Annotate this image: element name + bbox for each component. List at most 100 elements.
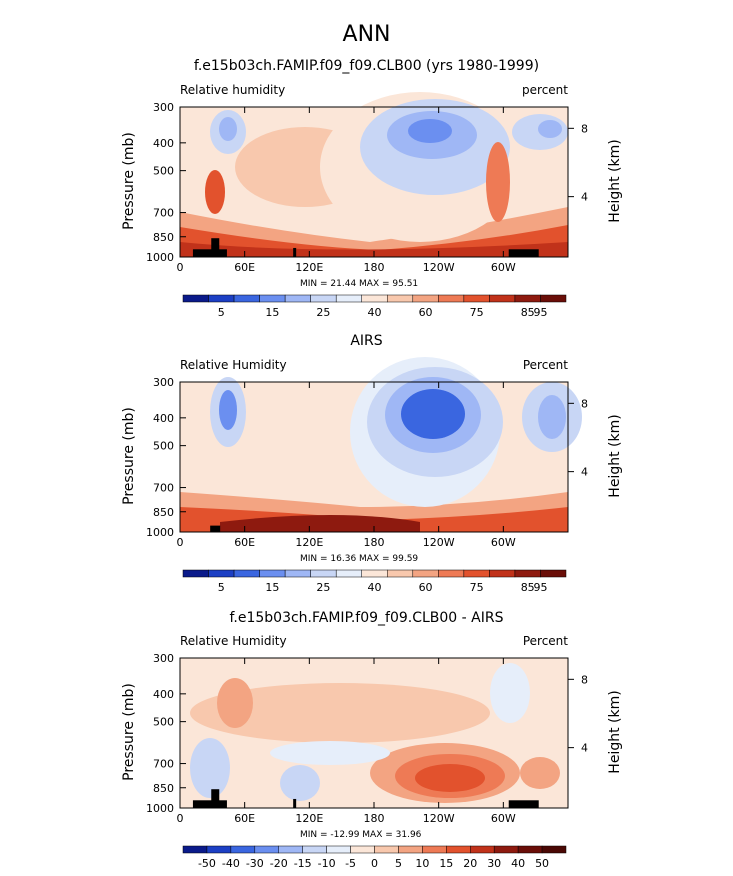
colorbar-swatch	[517, 845, 543, 854]
colorbar-swatch	[541, 845, 567, 854]
colorbar-swatch	[284, 294, 311, 303]
colorbar-swatch	[182, 845, 208, 854]
colorbar-label: 15	[439, 857, 453, 870]
terrain-mask	[210, 525, 221, 532]
left-label: Relative humidity	[180, 83, 286, 97]
colorbar-swatch	[335, 294, 362, 303]
colorbar: -50 -40 -30 -20 -15 -10 -5 0 5 10 15 20 30 40 50	[182, 845, 567, 870]
colorbar-label: -20	[270, 857, 288, 870]
colorbar-swatch	[233, 569, 260, 578]
y-tick-label: 500	[153, 716, 174, 729]
contour-plot: 0 60E 120E 180 120W 60W 300 400 500 700 850 1000 8 4	[146, 357, 588, 549]
colorbar-label: 75	[470, 581, 484, 594]
colorbar-swatch	[284, 569, 311, 578]
colorbar-swatch	[387, 569, 414, 578]
colorbar-label: 0	[371, 857, 378, 870]
x-tick-label: 120W	[423, 261, 455, 274]
y-tick-label: 700	[153, 482, 174, 495]
x-tick-label: 60W	[491, 261, 516, 274]
colorbar-swatch	[412, 569, 439, 578]
panel-title: AIRS	[350, 333, 383, 349]
y2-tick-label: 8	[581, 122, 588, 135]
colorbar-swatch	[361, 569, 388, 578]
y-tick-label: 400	[153, 688, 174, 701]
x-tick-label: 120W	[423, 812, 455, 825]
colorbar-swatch	[412, 294, 439, 303]
y2-axis-title: Height (km)	[607, 690, 623, 774]
colorbar-swatch	[310, 294, 337, 303]
colorbar-swatch	[259, 569, 286, 578]
colorbar-swatch	[514, 294, 541, 303]
dry-zone-core	[401, 389, 465, 439]
colorbar-swatch	[493, 845, 519, 854]
terrain-mask	[211, 238, 220, 257]
y2-axis-title: Height (km)	[607, 414, 623, 498]
right-label: Percent	[522, 634, 568, 648]
colorbar-swatch	[514, 569, 541, 578]
y-tick-label: 400	[153, 412, 174, 425]
y-tick-label: 500	[153, 440, 174, 453]
colorbar-swatch	[489, 294, 516, 303]
colorbar-swatch	[422, 845, 447, 854]
colorbar-swatch	[438, 569, 465, 578]
colorbar-label: 25	[316, 306, 330, 319]
colorbar-label: 50	[535, 857, 549, 870]
y2-tick-label: 8	[581, 397, 588, 410]
colorbar-label: 20	[463, 857, 477, 870]
min-max-stats: MIN = -12.99 MAX = 31.96	[300, 830, 422, 840]
x-tick-label: 60E	[234, 812, 255, 825]
colorbar-swatch	[374, 845, 399, 854]
right-label: percent	[522, 83, 568, 97]
y2-tick-label: 4	[581, 466, 588, 479]
dry-core-africa	[219, 117, 237, 141]
colorbar-label: 30	[487, 857, 501, 870]
colorbar-swatch	[230, 845, 256, 854]
colorbar-swatch	[182, 294, 209, 303]
colorbar-swatch	[398, 845, 423, 854]
y-axis-title: Pressure (mb)	[121, 132, 137, 230]
colorbar-label: -50	[198, 857, 216, 870]
min-max-stats: MIN = 16.36 MAX = 99.59	[300, 554, 419, 564]
colorbar-swatch	[208, 569, 235, 578]
y-axis-title: Pressure (mb)	[121, 683, 137, 781]
terrain-mask	[508, 249, 539, 257]
terrain-mask	[293, 247, 297, 257]
colorbar-swatch	[310, 569, 337, 578]
right-label: Percent	[522, 358, 568, 372]
y-tick-label: 700	[153, 207, 174, 220]
y-tick-label: 1000	[146, 802, 174, 815]
colorbar-label: -15	[294, 857, 312, 870]
y-tick-label: 700	[153, 758, 174, 771]
colorbar-swatch	[206, 845, 232, 854]
y-axis-title: Pressure (mb)	[121, 407, 137, 505]
x-tick-label: 120W	[423, 536, 455, 549]
colorbar-swatch	[335, 569, 362, 578]
x-tick-label: 0	[177, 812, 184, 825]
colorbar-label: -5	[345, 857, 356, 870]
y-tick-label: 850	[153, 506, 174, 519]
x-tick-label: 60W	[491, 536, 516, 549]
terrain-mask	[293, 798, 297, 808]
dry-core-atlantic	[538, 120, 562, 138]
moist-bl-max	[220, 515, 420, 532]
y-tick-label: 1000	[146, 251, 174, 264]
mid-trop-bias	[190, 683, 490, 743]
x-tick-label: 120E	[295, 812, 323, 825]
colorbar-label: 40	[511, 857, 525, 870]
colorbar-swatch	[302, 845, 327, 854]
y-tick-label: 400	[153, 137, 174, 150]
x-tick-label: 120E	[295, 536, 323, 549]
colorbar-label: 5	[218, 581, 225, 594]
colorbar-label: 95	[533, 581, 547, 594]
africa-dry-bias	[190, 738, 230, 798]
maritime-dry-bias	[280, 765, 320, 801]
x-tick-label: 0	[177, 536, 184, 549]
colorbar-label: 75	[470, 306, 484, 319]
dry-zone-core	[408, 119, 452, 143]
colorbar-label: 5	[218, 306, 225, 319]
y-tick-label: 300	[153, 376, 174, 389]
colorbar-swatch	[278, 845, 303, 854]
figure-title: ANN	[342, 22, 391, 47]
terrain-mask	[508, 800, 539, 808]
